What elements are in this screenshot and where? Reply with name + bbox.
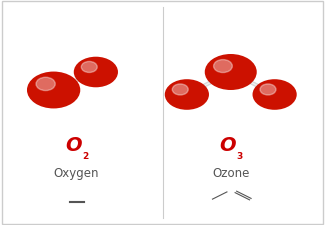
Circle shape xyxy=(260,84,276,95)
Circle shape xyxy=(165,79,209,110)
Circle shape xyxy=(172,84,188,95)
Text: 2: 2 xyxy=(82,152,88,161)
Circle shape xyxy=(205,54,257,90)
Text: Oxygen: Oxygen xyxy=(54,167,99,180)
Circle shape xyxy=(27,72,80,108)
Text: O: O xyxy=(219,136,236,155)
Text: 3: 3 xyxy=(236,152,243,161)
Circle shape xyxy=(253,79,297,110)
Circle shape xyxy=(81,61,97,72)
Circle shape xyxy=(214,60,232,72)
Circle shape xyxy=(36,77,55,90)
Circle shape xyxy=(74,57,118,87)
Text: O: O xyxy=(65,136,82,155)
Text: Ozone: Ozone xyxy=(213,167,250,180)
